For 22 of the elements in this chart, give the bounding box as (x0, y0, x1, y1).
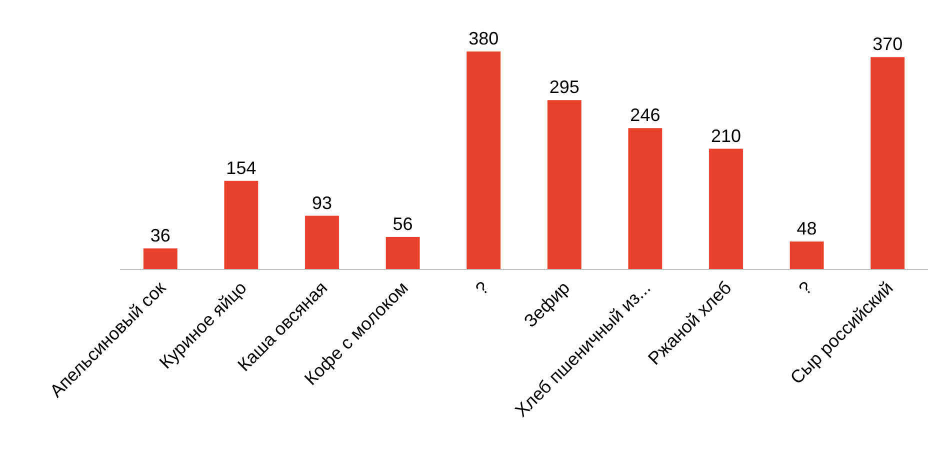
bar (547, 100, 582, 269)
bar (466, 51, 501, 269)
bar (790, 242, 824, 269)
data-label: 93 (312, 192, 332, 213)
data-label: 210 (710, 126, 742, 146)
bar (224, 180, 258, 269)
data-label: 380 (468, 28, 499, 48)
data-label: 36 (150, 225, 170, 246)
data-label: 295 (549, 77, 580, 98)
data-label: 370 (872, 34, 903, 54)
data-label: 154 (226, 158, 256, 178)
bar (143, 248, 178, 269)
data-label: 56 (392, 214, 413, 234)
bar (709, 148, 743, 269)
bar (305, 216, 339, 269)
x-tick-label: ? (472, 278, 493, 299)
x-tick-label: ? (794, 278, 816, 299)
data-label: 48 (796, 218, 817, 239)
bar (628, 128, 662, 269)
data-label: 246 (630, 105, 660, 126)
bar (870, 57, 905, 269)
bar (386, 236, 420, 269)
